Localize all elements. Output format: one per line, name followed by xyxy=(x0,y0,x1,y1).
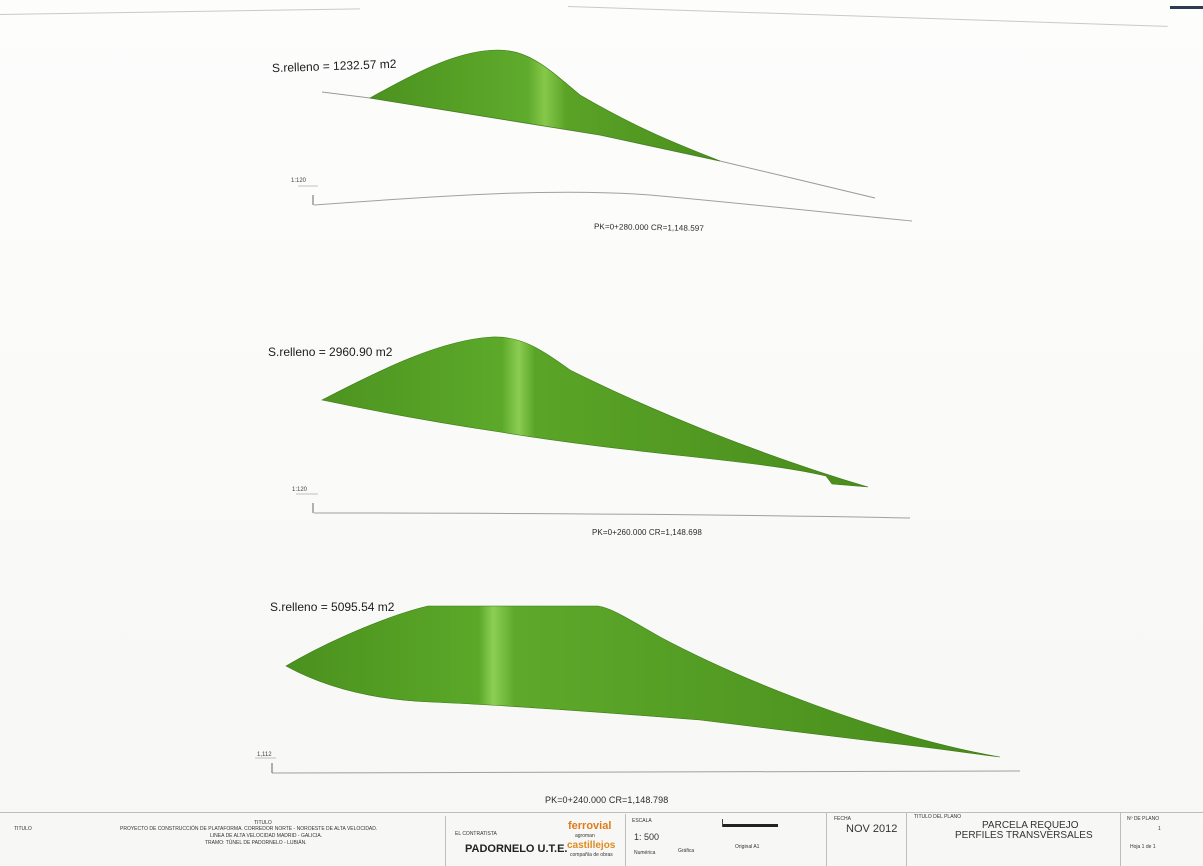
hoja-value: Hoja 1 de 1 xyxy=(1130,844,1156,850)
fill-area-3 xyxy=(285,605,1001,758)
pk-label-3: PK=0+240.000 CR=1,148.798 xyxy=(545,795,669,805)
titulo-header: TITULO xyxy=(14,826,32,832)
escala-header: ESCALA xyxy=(632,818,652,824)
base-line-1 xyxy=(313,191,913,222)
plano-header: TITULO DEL PLANO xyxy=(914,814,962,820)
graphic-scale-bar xyxy=(722,824,778,827)
numero-plano-header: Nº DE PLANO xyxy=(1127,816,1160,822)
titulo-line-3: TRAMO: TÚNEL DE PADORNELO - LUBIÁN. xyxy=(205,840,307,846)
fill-area-label-2: S.relleno = 2960.90 m2 xyxy=(268,345,393,359)
title-block: TITULO TITULO PROYECTO DE CONSTRUCCIÓN D… xyxy=(0,806,1203,866)
numero-plano-value: 1 xyxy=(1158,826,1161,832)
fecha-header: FECHA xyxy=(834,816,851,822)
fill-area-1 xyxy=(369,49,721,162)
title-block-top-border xyxy=(0,812,1203,813)
titulo-line-2: LINEA DE ALTA VELOCIDAD MADRID - GALICIA… xyxy=(210,833,323,839)
scale-label-1: 1:120 xyxy=(291,178,307,184)
scale-label-3: 1,112 xyxy=(257,752,272,758)
escala-grafica: Gráfica xyxy=(678,848,695,854)
plano-line-2: PERFILES TRANSVERSALES xyxy=(955,830,1093,841)
escala-value: 1: 500 xyxy=(634,832,660,842)
graphic-scale-bar-tail xyxy=(722,819,723,827)
fill-area-label-3: S.relleno = 5095.54 m2 xyxy=(270,600,395,614)
castillejos-logo-sub: compañía de obras xyxy=(570,852,613,858)
scale-label-2: 1:120 xyxy=(292,487,308,493)
base-line-3 xyxy=(271,770,1021,774)
fill-area-2 xyxy=(321,336,869,488)
original-size: Original A1 xyxy=(735,844,760,850)
plano-line-1: PARCELA REQUEJO xyxy=(982,820,1079,831)
pk-label-2: PK=0+260.000 CR=1,148.698 xyxy=(592,528,702,537)
ferrovial-logo-sub: agroman xyxy=(575,833,595,839)
escala-numerica: Numérica xyxy=(634,850,656,856)
ferrovial-logo: ferrovial xyxy=(568,820,612,832)
sheet-corner-mark xyxy=(1170,6,1203,9)
contratista-header: EL CONTRATISTA xyxy=(455,831,497,837)
titulo-caption: TITULO xyxy=(254,820,272,826)
base-line-2 xyxy=(313,512,911,519)
titulo-line-1: PROYECTO DE CONSTRUCCIÓN DE PLATAFORMA. … xyxy=(120,826,378,832)
contratista-name: PADORNELO U.T.E. xyxy=(465,843,568,855)
castillejos-logo: castillejos xyxy=(567,840,616,851)
fecha-value: NOV 2012 xyxy=(846,823,898,835)
